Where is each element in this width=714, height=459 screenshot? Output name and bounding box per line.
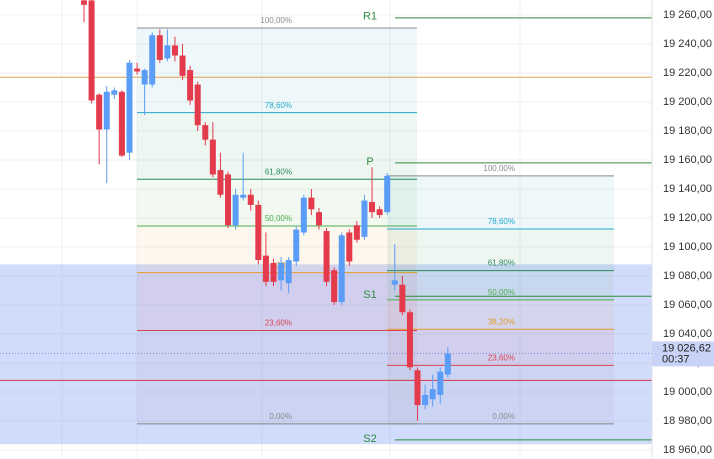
y-tick-label: 19 040,00 [663,328,712,340]
candle-body [164,45,171,59]
y-tick-label: 18 980,00 [663,415,712,427]
fib-label: 78,60% [265,101,292,110]
pivot-label: S2 [363,433,376,445]
candle-body [293,229,300,262]
candle-body [323,231,330,282]
candle-body [414,370,421,406]
y-tick-label: 19 160,00 [663,154,712,166]
y-tick-label: 19 240,00 [663,38,712,50]
fib-label: 50,00% [488,288,515,297]
candle-body [171,45,178,56]
candle-body [270,262,277,282]
last-price-label: 19 026,62 [662,342,711,354]
candle-body [232,194,239,226]
candle-body [240,194,247,198]
candle-body [247,194,254,205]
candle-body [308,197,315,210]
fib-band [387,270,614,300]
highlight-zone [0,264,652,445]
fib-label: 38,20% [488,317,515,326]
candle-body [384,175,391,213]
fib-band [137,112,417,180]
fib-band [137,225,417,273]
candle-body [88,0,95,101]
candle-body [81,0,87,5]
y-tick-label: 19 000,00 [663,386,712,398]
candle-body [202,125,209,140]
y-tick-label: 19 120,00 [663,212,712,224]
fib-label: 61,80% [265,167,292,176]
fib-band [387,175,614,229]
last-price-box [652,341,714,367]
y-tick-label: 18 960,00 [663,444,712,456]
candle-body [255,204,262,261]
fib-band [387,299,614,330]
candle-body [225,174,232,226]
candle-body [217,170,224,195]
y-tick-label: 19 060,00 [663,299,712,311]
fib-label: 23,60% [265,319,292,328]
fib-label: 0,00% [492,412,515,421]
candle-body [134,68,141,72]
candle-body [103,91,110,130]
candle-body [346,232,353,262]
candle-body [399,284,406,313]
candle-body [141,70,148,85]
fib-label: 100,00% [483,164,515,173]
fib-label: 61,80% [488,259,515,268]
candle-body [156,35,163,60]
candle-body [285,260,292,284]
candle-body [187,70,194,101]
candle-body [406,312,413,368]
candle-body [376,209,383,216]
candle-body [444,353,451,375]
candle-body [262,255,269,282]
candle-body [331,270,338,303]
candle-body [278,262,285,281]
fib-label: 78,60% [488,217,515,226]
pivot-label: P [366,156,373,168]
y-tick-label: 19 220,00 [663,67,712,79]
candle-body [300,197,307,233]
y-tick-label: 19 260,00 [663,9,712,21]
candle-body [96,94,103,130]
candle-body [338,235,345,303]
candle-body [194,84,201,126]
candle-body [126,62,133,153]
candle-body [391,280,398,285]
candle-body [209,139,216,175]
y-tick-label: 19 080,00 [663,270,712,282]
fib-band [137,330,417,424]
candle-body [437,371,444,395]
pivot-label: R1 [363,11,377,23]
y-tick-label: 19 140,00 [663,183,712,195]
candle-body [422,394,429,406]
candle-body [353,225,360,240]
fib-label: 50,00% [265,214,292,223]
candle-body [315,212,322,226]
y-tick-label: 19 200,00 [663,96,712,108]
candle-body [369,202,376,213]
candle-body [149,35,156,85]
y-tick-label: 19 180,00 [663,125,712,137]
candle-body [429,389,436,400]
fib-label: 38,2 [276,261,292,270]
candle-body [179,55,186,76]
fib-label: 0,00% [269,412,292,421]
countdown-label: 00:37 [662,353,690,365]
fib-band [387,228,614,271]
pivot-label: S1 [363,289,376,301]
candle-body [111,90,118,95]
fib-band [387,329,614,366]
fib-label: 23,60% [488,353,515,362]
fib-label: 100,00% [260,16,292,25]
candle-body [118,91,125,156]
fib-band [137,272,417,331]
candle-body [361,200,368,237]
y-tick-label: 19 100,00 [663,241,712,253]
